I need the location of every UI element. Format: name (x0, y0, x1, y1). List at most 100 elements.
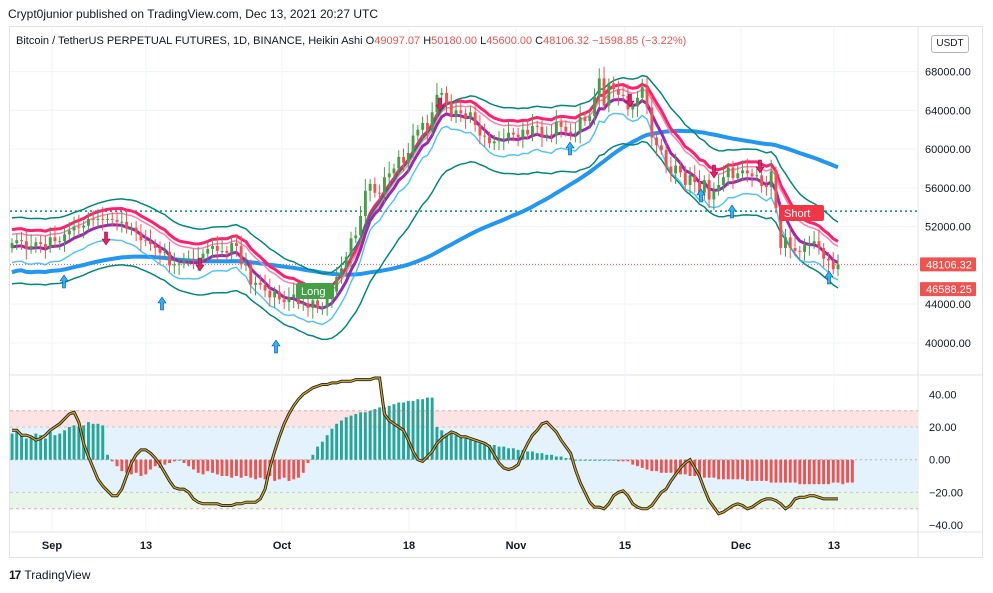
candle-body (187, 258, 191, 260)
oscillator-bar (745, 459, 749, 481)
oscillator-bar (621, 459, 625, 462)
candle-body (273, 291, 277, 298)
candle-body (335, 277, 339, 292)
price-tick-label: 52000.00 (925, 222, 971, 234)
candle-body (53, 237, 57, 242)
oscillator-bar (225, 459, 229, 476)
high-value: 50180.00 (431, 35, 478, 47)
candle-body (655, 137, 658, 146)
price-label-box (920, 282, 976, 297)
candle-body (397, 156, 401, 169)
price-label-text: 46588.25 (926, 284, 972, 296)
up-arrow-icon (696, 188, 706, 203)
oscillator-bar (597, 459, 601, 461)
candle-body (597, 78, 601, 97)
signal-label-text: Short (784, 208, 810, 220)
oscillator-tick-label: 20.00 (929, 422, 957, 434)
candle-body (631, 106, 635, 110)
candle-body (387, 173, 391, 178)
candle-body (616, 89, 620, 95)
time-tick-label: Nov (506, 540, 528, 552)
candle-body (693, 175, 697, 183)
candle-body (459, 110, 463, 114)
oscillator-bar (736, 459, 740, 480)
oscillator-bar (712, 459, 716, 478)
candle-body (134, 227, 138, 233)
oscillator-bar (812, 459, 816, 485)
oscillator-bar (655, 459, 658, 472)
candle-body (258, 282, 262, 285)
candle-body (383, 177, 386, 194)
candle-body (244, 264, 248, 266)
published-line: Crypt0junior published on TradingView.co… (8, 7, 378, 21)
oscillator-bar (77, 427, 81, 460)
oscillator-bar (273, 459, 277, 481)
candle-body (726, 167, 730, 178)
candle-body (192, 258, 195, 261)
candle-body (650, 107, 654, 138)
candle-body (378, 192, 382, 194)
candle-body (683, 172, 687, 185)
candle-body (168, 251, 171, 266)
oscillator-bar (707, 459, 711, 478)
candle-body (110, 218, 114, 220)
oscillator-bar (574, 459, 577, 461)
candle-body (402, 156, 405, 163)
candle-body (640, 87, 644, 98)
oscillator-bar (831, 459, 835, 483)
candle-body (550, 134, 553, 136)
chart-area[interactable] (9, 26, 983, 558)
symbol-name: Bitcoin / TetherUS PERPETUAL FUTURES, 1D… (16, 35, 363, 47)
candle-body (63, 234, 66, 242)
oscillator-bar (220, 459, 224, 476)
oscillator-bar (53, 435, 57, 460)
envelope-top-line (11, 74, 839, 275)
candle-body (502, 138, 506, 140)
candle-body (817, 241, 821, 248)
oscillator-bar (602, 459, 606, 461)
oscillator-bar (698, 459, 701, 476)
oscillator-bar (722, 459, 725, 480)
candle-body (220, 250, 224, 252)
oscillator-bar (459, 436, 463, 460)
candle-body (645, 87, 649, 108)
oscillator-bar (784, 459, 787, 483)
oscillator-bar (774, 459, 778, 483)
candle-body (24, 241, 28, 249)
price-label-text: 48106.32 (926, 259, 972, 271)
down-arrow-icon (625, 93, 635, 108)
candle-body (511, 132, 515, 135)
candle-body (125, 221, 129, 229)
candle-body (177, 263, 181, 265)
oscillator-bar (516, 449, 520, 460)
candle-body (531, 125, 534, 135)
oscillator-bar (373, 409, 377, 460)
candle-body (741, 170, 744, 174)
oscillator-bar (421, 399, 425, 460)
candle-body (163, 251, 167, 253)
time-tick-label: Oct (273, 540, 292, 552)
oscillator-bar (144, 459, 148, 475)
candle-body (492, 141, 496, 144)
candle-body (745, 170, 749, 174)
oscillator-bar (87, 422, 90, 460)
candle-body (263, 284, 267, 291)
candle-body (702, 180, 706, 193)
oscillator-bar (249, 459, 253, 478)
candle-body (473, 112, 477, 125)
footer[interactable]: 17 TradingView (9, 568, 90, 582)
oscillator-bar (760, 459, 764, 481)
oscillator-bar (139, 459, 143, 476)
oscillator-bar (440, 430, 444, 460)
oscillator-bar (636, 459, 639, 467)
time-tick-label: 15 (619, 540, 631, 552)
oscillator-bar (20, 435, 23, 460)
currency-button[interactable]: USDT (931, 35, 969, 53)
oscillator-bar (10, 433, 14, 460)
candle-body (106, 218, 109, 220)
oscillator-bar (540, 453, 544, 460)
oscillator-bar (674, 459, 678, 475)
oscillator-bar (44, 438, 47, 460)
